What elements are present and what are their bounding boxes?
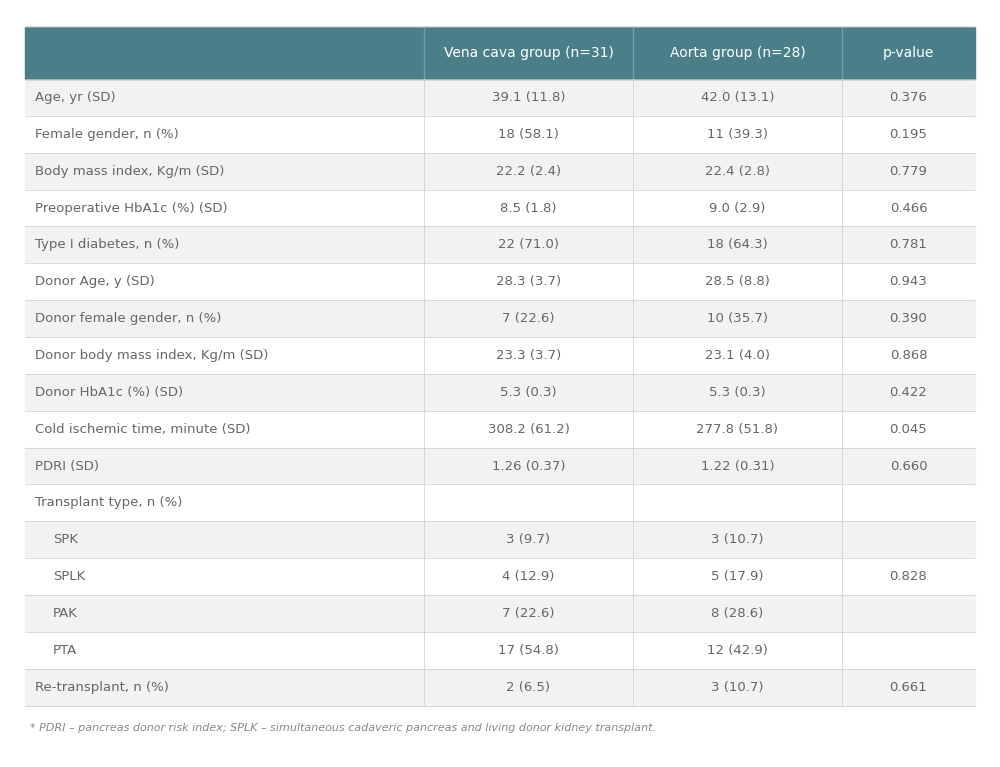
Text: 4 (12.9): 4 (12.9) <box>502 570 555 583</box>
Text: 22 (71.0): 22 (71.0) <box>498 239 559 252</box>
Text: 0.195: 0.195 <box>890 128 927 141</box>
Text: PAK: PAK <box>53 607 78 620</box>
Text: 17 (54.8): 17 (54.8) <box>498 644 559 657</box>
Text: Donor female gender, n (%): Donor female gender, n (%) <box>35 312 221 325</box>
Text: 28.5 (8.8): 28.5 (8.8) <box>705 275 770 288</box>
Bar <box>25 263 975 300</box>
Bar <box>25 522 975 558</box>
Bar <box>25 411 975 448</box>
Bar <box>25 374 975 411</box>
Text: Vena cava group (n=31): Vena cava group (n=31) <box>444 46 613 60</box>
Bar <box>25 189 975 226</box>
Text: 18 (58.1): 18 (58.1) <box>498 128 559 141</box>
Bar <box>25 337 975 374</box>
Text: 277.8 (51.8): 277.8 (51.8) <box>696 423 778 436</box>
Text: 22.4 (2.8): 22.4 (2.8) <box>705 165 770 178</box>
Text: 0.868: 0.868 <box>890 349 927 362</box>
Text: 8 (28.6): 8 (28.6) <box>711 607 764 620</box>
Bar <box>25 485 975 522</box>
Text: Type I diabetes, n (%): Type I diabetes, n (%) <box>35 239 179 252</box>
Text: 3 (9.7): 3 (9.7) <box>507 533 550 546</box>
Bar <box>25 669 975 706</box>
Text: 7 (22.6): 7 (22.6) <box>502 312 555 325</box>
Text: 1.26 (0.37): 1.26 (0.37) <box>492 459 565 472</box>
Text: 1.22 (0.31): 1.22 (0.31) <box>701 459 774 472</box>
Text: 22.2 (2.4): 22.2 (2.4) <box>496 165 561 178</box>
Bar <box>25 300 975 337</box>
Text: 0.828: 0.828 <box>890 570 927 583</box>
Text: Aorta group (n=28): Aorta group (n=28) <box>670 46 805 60</box>
Text: PTA: PTA <box>53 644 77 657</box>
Text: 0.943: 0.943 <box>890 275 927 288</box>
Text: 3 (10.7): 3 (10.7) <box>711 533 764 546</box>
Text: 12 (42.9): 12 (42.9) <box>707 644 768 657</box>
Text: Body mass index, Kg/m (SD): Body mass index, Kg/m (SD) <box>35 165 224 178</box>
Text: 0.466: 0.466 <box>890 202 927 215</box>
Text: 11 (39.3): 11 (39.3) <box>707 128 768 141</box>
Text: 0.376: 0.376 <box>890 91 927 104</box>
Bar <box>25 153 975 189</box>
Text: 18 (64.3): 18 (64.3) <box>707 239 768 252</box>
Text: 7 (22.6): 7 (22.6) <box>502 607 555 620</box>
Bar <box>25 448 975 485</box>
Bar <box>25 595 975 632</box>
Text: 0.660: 0.660 <box>890 459 927 472</box>
Text: Cold ischemic time, minute (SD): Cold ischemic time, minute (SD) <box>35 423 250 436</box>
Text: 0.661: 0.661 <box>890 680 927 693</box>
Text: Transplant type, n (%): Transplant type, n (%) <box>35 496 182 509</box>
Text: 23.1 (4.0): 23.1 (4.0) <box>705 349 770 362</box>
Text: 42.0 (13.1): 42.0 (13.1) <box>701 91 774 104</box>
Text: 5.3 (0.3): 5.3 (0.3) <box>500 386 557 399</box>
Text: SPK: SPK <box>53 533 78 546</box>
Text: 0.045: 0.045 <box>890 423 927 436</box>
Text: 5 (17.9): 5 (17.9) <box>711 570 764 583</box>
Text: 28.3 (3.7): 28.3 (3.7) <box>496 275 561 288</box>
Text: Female gender, n (%): Female gender, n (%) <box>35 128 179 141</box>
Text: 308.2 (61.2): 308.2 (61.2) <box>488 423 569 436</box>
Text: 8.5 (1.8): 8.5 (1.8) <box>500 202 557 215</box>
Bar <box>25 79 975 116</box>
Text: 0.422: 0.422 <box>890 386 927 399</box>
Text: 5.3 (0.3): 5.3 (0.3) <box>709 386 766 399</box>
Bar <box>25 558 975 595</box>
Text: PDRI (SD): PDRI (SD) <box>35 459 99 472</box>
Text: Re-transplant, n (%): Re-transplant, n (%) <box>35 680 169 693</box>
Bar <box>25 632 975 669</box>
Text: 0.390: 0.390 <box>890 312 927 325</box>
Text: 39.1 (11.8): 39.1 (11.8) <box>492 91 565 104</box>
Text: p-value: p-value <box>883 46 934 60</box>
Text: 2 (6.5): 2 (6.5) <box>507 680 550 693</box>
Text: Age, yr (SD): Age, yr (SD) <box>35 91 116 104</box>
Bar <box>25 27 975 79</box>
Text: 10 (35.7): 10 (35.7) <box>707 312 768 325</box>
Text: 0.781: 0.781 <box>890 239 927 252</box>
Text: 3 (10.7): 3 (10.7) <box>711 680 764 693</box>
Text: Donor Age, y (SD): Donor Age, y (SD) <box>35 275 155 288</box>
Text: SPLK: SPLK <box>53 570 85 583</box>
Bar <box>25 116 975 153</box>
Text: Donor body mass index, Kg/m (SD): Donor body mass index, Kg/m (SD) <box>35 349 268 362</box>
Text: Donor HbA1c (%) (SD): Donor HbA1c (%) (SD) <box>35 386 183 399</box>
Bar <box>25 226 975 263</box>
Text: 23.3 (3.7): 23.3 (3.7) <box>496 349 561 362</box>
Text: 9.0 (2.9): 9.0 (2.9) <box>709 202 766 215</box>
Text: * PDRI – pancreas donor risk index; SPLK – simultaneous cadaveric pancreas and l: * PDRI – pancreas donor risk index; SPLK… <box>30 723 656 732</box>
Text: Preoperative HbA1c (%) (SD): Preoperative HbA1c (%) (SD) <box>35 202 228 215</box>
Text: 0.779: 0.779 <box>890 165 927 178</box>
